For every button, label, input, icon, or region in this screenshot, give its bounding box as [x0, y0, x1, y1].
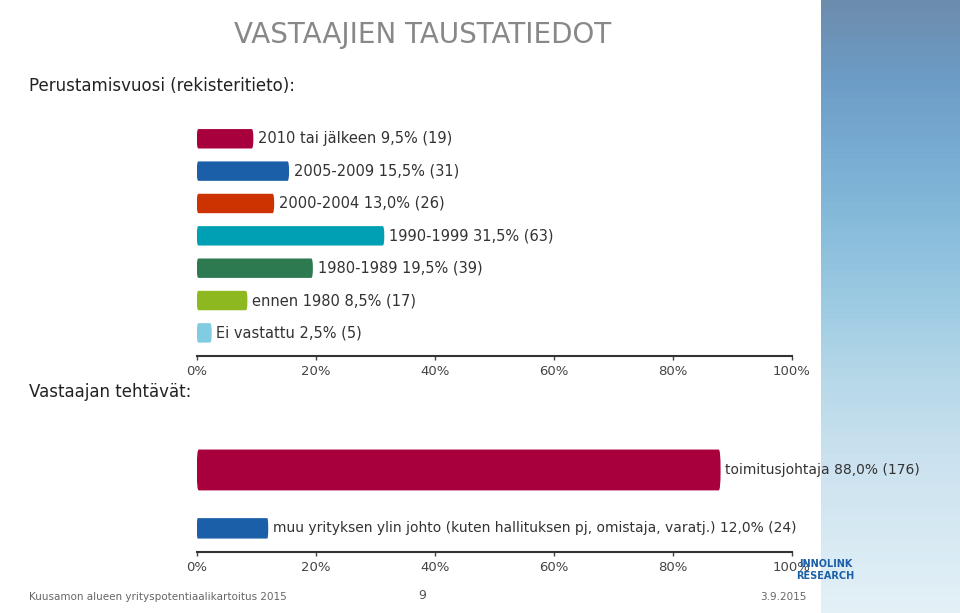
FancyBboxPatch shape	[197, 323, 211, 343]
FancyBboxPatch shape	[197, 194, 275, 213]
Text: 1980-1989 19,5% (39): 1980-1989 19,5% (39)	[318, 261, 482, 276]
FancyBboxPatch shape	[197, 259, 313, 278]
Text: toimitusjohtaja 88,0% (176): toimitusjohtaja 88,0% (176)	[726, 463, 920, 477]
FancyBboxPatch shape	[197, 291, 248, 310]
FancyBboxPatch shape	[197, 226, 384, 246]
FancyBboxPatch shape	[197, 449, 721, 490]
Text: 3.9.2015: 3.9.2015	[760, 592, 806, 602]
Text: 2000-2004 13,0% (26): 2000-2004 13,0% (26)	[279, 196, 444, 211]
FancyBboxPatch shape	[197, 161, 289, 181]
Text: Kuusamon alueen yrityspotentiaalikartoitus 2015: Kuusamon alueen yrityspotentiaalikartoit…	[29, 592, 286, 602]
Text: ennen 1980 8,5% (17): ennen 1980 8,5% (17)	[252, 293, 416, 308]
Text: INNOLINK
RESEARCH: INNOLINK RESEARCH	[797, 559, 854, 581]
Text: Perustamisvuosi (rekisteritieto):: Perustamisvuosi (rekisteritieto):	[29, 77, 295, 94]
FancyBboxPatch shape	[197, 518, 268, 539]
Text: 9: 9	[419, 589, 426, 602]
Text: Ei vastattu 2,5% (5): Ei vastattu 2,5% (5)	[216, 326, 362, 340]
Text: 1990-1999 31,5% (63): 1990-1999 31,5% (63)	[389, 228, 554, 243]
FancyBboxPatch shape	[197, 129, 253, 148]
Text: Vastaajan tehtävät:: Vastaajan tehtävät:	[29, 383, 191, 401]
Text: 2005-2009 15,5% (31): 2005-2009 15,5% (31)	[294, 164, 459, 178]
Text: 2010 tai jälkeen 9,5% (19): 2010 tai jälkeen 9,5% (19)	[258, 131, 452, 147]
Text: VASTAAJIEN TAUSTATIEDOT: VASTAAJIEN TAUSTATIEDOT	[234, 21, 611, 50]
Text: muu yrityksen ylin johto (kuten hallituksen pj, omistaja, varatj.) 12,0% (24): muu yrityksen ylin johto (kuten hallituk…	[273, 521, 797, 535]
